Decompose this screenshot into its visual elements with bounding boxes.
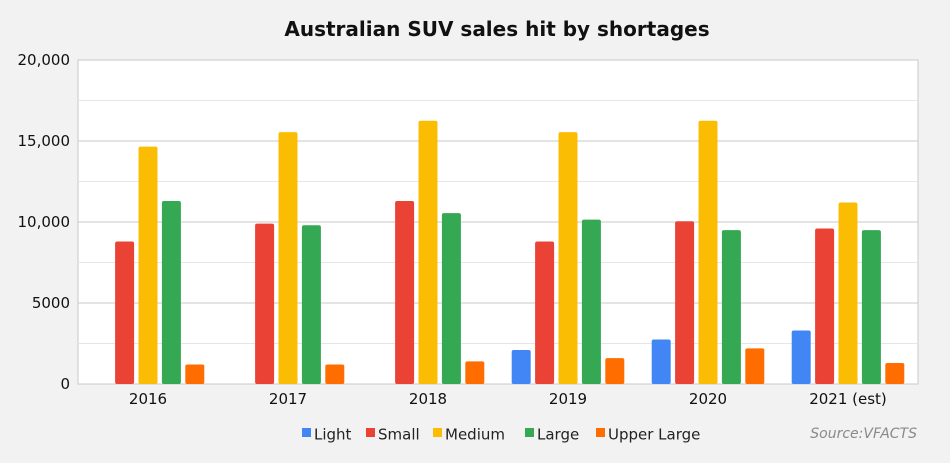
legend-label: Medium (445, 426, 505, 444)
legend-swatch (366, 428, 375, 437)
x-axis: 2016 2017 2018 2019 2020 2021 (est) (129, 390, 887, 408)
x-tick-label: 2017 (269, 390, 307, 408)
bar-small (395, 200, 415, 384)
bar-upper-large (745, 348, 765, 384)
y-tick-label: 15,000 (18, 132, 71, 150)
legend-label: Upper Large (608, 426, 700, 444)
bar-large (161, 200, 181, 384)
legend-label: Small (378, 426, 420, 444)
bars (115, 120, 905, 384)
legend-swatch (302, 428, 311, 437)
gridlines (78, 100, 918, 344)
source-note: Source:VFACTS (810, 426, 917, 442)
bar-light (511, 349, 531, 384)
y-tick-label: 0 (60, 375, 70, 393)
x-tick-label: 2018 (409, 390, 447, 408)
legend-label: Light (314, 426, 352, 444)
x-tick-label: 2020 (689, 390, 727, 408)
bar-medium (698, 120, 718, 384)
bar-medium (558, 132, 578, 384)
y-axis: 0 5000 10,000 15,000 20,000 (18, 51, 71, 393)
bar-upper-large (885, 362, 905, 384)
x-tick-label: 2019 (549, 390, 587, 408)
legend-swatch (525, 428, 534, 437)
bar-small (535, 241, 555, 384)
bar-small (115, 241, 135, 384)
y-tick-label: 20,000 (18, 51, 71, 69)
bar-large (301, 225, 321, 384)
legend: Light Small Medium Large Upper Large (302, 426, 700, 444)
bar-small (815, 228, 835, 384)
bar-medium (838, 202, 858, 384)
bar-upper-large (185, 364, 205, 384)
bar-medium (138, 146, 158, 384)
bar-upper-large (325, 364, 345, 384)
bar-large (581, 219, 601, 384)
bar-medium (278, 132, 298, 384)
legend-label: Large (537, 426, 579, 444)
y-tick-label: 5000 (32, 294, 70, 312)
bar-upper-large (605, 358, 625, 384)
bar-upper-large (465, 361, 485, 384)
bar-medium (418, 120, 438, 384)
bar-large (861, 230, 881, 384)
x-tick-label: 2021 (est) (809, 390, 887, 408)
bar-light (791, 330, 811, 384)
legend-swatch (433, 428, 442, 437)
bar-large (441, 213, 461, 384)
legend-swatch (596, 428, 605, 437)
bar-light (651, 339, 671, 384)
bar-small (255, 223, 275, 384)
x-tick-label: 2016 (129, 390, 167, 408)
bar-large (721, 230, 741, 384)
bar-small (675, 221, 695, 384)
chart-title: Australian SUV sales hit by shortages (284, 17, 709, 41)
y-tick-label: 10,000 (18, 213, 71, 231)
